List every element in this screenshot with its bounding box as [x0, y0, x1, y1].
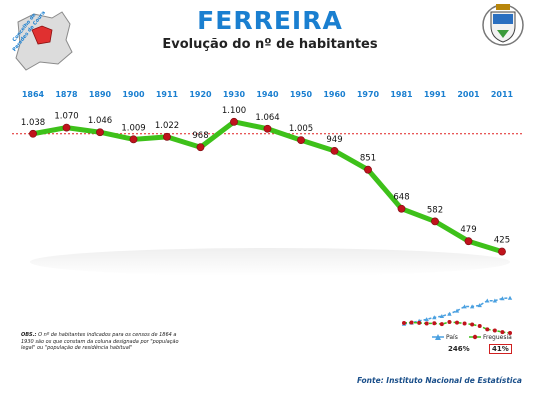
inset-parish-markers	[402, 320, 512, 335]
inset-parish-point	[485, 327, 490, 332]
inset-country-point	[485, 298, 490, 303]
footnote-prefix: OBS.:	[21, 332, 37, 338]
data-point	[62, 123, 71, 132]
inset-country-change: 246%	[448, 345, 470, 353]
coat-of-arms	[482, 4, 524, 46]
inset-country-point	[492, 298, 498, 303]
inset-country-point	[439, 314, 445, 319]
data-point	[498, 247, 506, 256]
x-tick-label: 1890	[89, 90, 112, 99]
data-point	[129, 135, 138, 144]
page-title: FERREIRA	[197, 6, 343, 35]
data-point	[230, 117, 238, 126]
chart-subtitle: Evolução do nº de habitantes	[162, 37, 378, 52]
data-label: 968	[192, 131, 208, 141]
data-labels: 1.038 1.070 1.046 1.009 1.022 968 1.100 1.064 1.…	[21, 106, 510, 246]
data-label: 582	[427, 205, 443, 215]
inset-parish-point	[424, 321, 429, 326]
data-label: 1.064	[255, 113, 279, 123]
floor-shadow	[30, 248, 510, 276]
inset-chart	[401, 295, 513, 340]
x-tick-label: 1878	[55, 90, 78, 99]
data-point	[196, 143, 205, 152]
inset-country-point	[424, 317, 429, 322]
x-tick-label: 1920	[189, 90, 212, 99]
inset-parish-point	[439, 322, 444, 327]
data-label: 1.046	[88, 116, 112, 126]
data-point	[29, 129, 37, 138]
inset-parish-point	[462, 321, 467, 326]
x-axis-labels: 1864 1878 1890 1900 1911 1920 1930 1940 1950 1960…	[22, 90, 514, 99]
data-point	[464, 237, 473, 246]
inset-parish-line	[403, 321, 511, 334]
inset-country-point	[432, 315, 437, 320]
inset-country-line	[403, 297, 511, 325]
x-tick-label: 1911	[156, 90, 179, 99]
footnote-text: O nº de habitantes indicados para os cen…	[21, 332, 179, 351]
data-point	[364, 165, 372, 174]
x-tick-label: 1940	[256, 90, 279, 99]
inset-parish-point	[492, 328, 497, 333]
inset-parish-change: 41%	[489, 344, 512, 354]
data-point	[431, 217, 439, 226]
footnote: OBS.: O nº de habitantes indicados para …	[21, 332, 181, 352]
x-tick-label: 1970	[357, 90, 380, 99]
x-tick-label: 1930	[223, 90, 246, 99]
series-line	[30, 119, 505, 255]
data-label: 1.070	[54, 112, 78, 122]
inset-country-point	[469, 304, 475, 309]
inset-parish-point	[447, 320, 452, 324]
data-label: 1.100	[222, 106, 246, 116]
data-point	[263, 124, 272, 133]
inset-parish-point	[417, 320, 422, 325]
data-point	[163, 132, 171, 141]
data-label: 425	[494, 236, 510, 246]
inset-parish-point	[409, 320, 414, 325]
inset-legend-country-label: País	[446, 334, 458, 341]
data-label: 1.022	[155, 121, 179, 131]
x-tick-label: 2011	[491, 90, 514, 99]
data-label: 949	[326, 135, 342, 145]
inset-country-point	[454, 308, 460, 313]
data-point	[330, 146, 339, 155]
x-tick-label: 2001	[457, 90, 480, 99]
inset-parish-point	[500, 330, 505, 335]
inset-country-point	[500, 296, 505, 301]
inset-parish-point	[455, 320, 459, 325]
inset-country-point	[462, 304, 467, 309]
inset-parish-point	[470, 322, 475, 327]
x-tick-label: 1950	[290, 90, 313, 99]
inset-parish-point	[402, 321, 406, 326]
inset-parish-point	[508, 331, 512, 335]
data-label: 1.009	[121, 123, 145, 133]
data-label: 1.038	[21, 118, 45, 128]
inset-legend-country-icon	[435, 334, 441, 340]
inset-country-point	[447, 311, 452, 316]
inset-parish-point	[477, 324, 482, 329]
x-tick-label: 1960	[323, 90, 346, 99]
inset-parish-point	[432, 321, 437, 326]
x-tick-label: 1900	[122, 90, 145, 99]
inset-country-point	[477, 303, 482, 308]
data-label: 1.005	[289, 124, 313, 134]
data-label: 648	[393, 193, 409, 203]
data-point	[297, 136, 305, 144]
inset-legend-parish-label: Freguesia	[483, 334, 512, 341]
source-credit: Fonte: Instituto Nacional de Estatística	[356, 376, 522, 385]
inset-country-point	[507, 295, 513, 300]
x-tick-label: 1981	[390, 90, 413, 99]
series-markers	[29, 117, 506, 256]
x-tick-label: 1864	[22, 90, 45, 99]
data-point	[96, 128, 104, 137]
inset-legend-parish-icon	[472, 334, 478, 340]
region-map	[15, 11, 73, 71]
x-tick-label: 1991	[424, 90, 447, 99]
data-point	[397, 204, 406, 213]
data-label: 479	[460, 225, 476, 235]
data-label: 851	[360, 154, 376, 164]
